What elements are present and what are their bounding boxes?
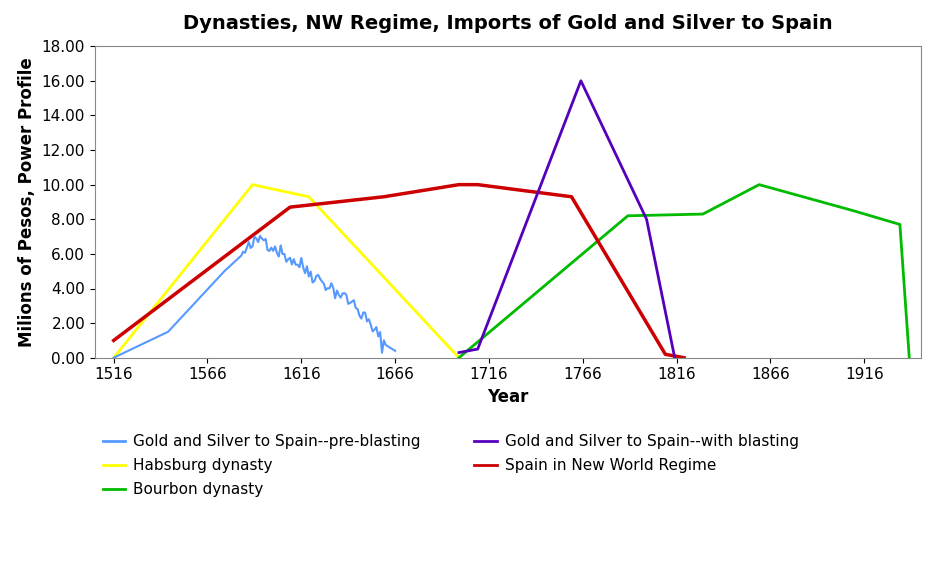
Title: Dynasties, NW Regime, Imports of Gold and Silver to Spain: Dynasties, NW Regime, Imports of Gold an… (183, 14, 832, 33)
Legend: Gold and Silver to Spain--pre-blasting, Habsburg dynasty, Bourbon dynasty, Gold : Gold and Silver to Spain--pre-blasting, … (102, 434, 799, 497)
X-axis label: Year: Year (487, 388, 529, 406)
Y-axis label: Milions of Pesos, Power Profile: Milions of Pesos, Power Profile (18, 57, 36, 347)
